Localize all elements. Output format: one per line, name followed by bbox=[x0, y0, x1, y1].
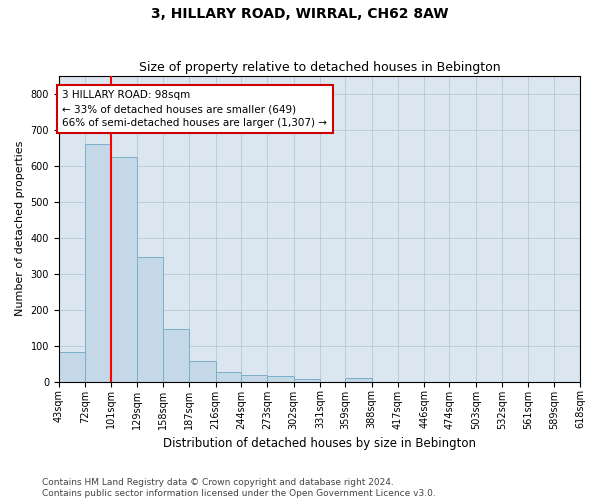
Text: 3, HILLARY ROAD, WIRRAL, CH62 8AW: 3, HILLARY ROAD, WIRRAL, CH62 8AW bbox=[151, 8, 449, 22]
Bar bbox=[85, 144, 112, 382]
Bar bbox=[190, 361, 215, 382]
Bar bbox=[137, 256, 163, 382]
Bar bbox=[215, 372, 241, 382]
Bar bbox=[241, 375, 267, 382]
Bar bbox=[112, 156, 137, 382]
Text: 3 HILLARY ROAD: 98sqm
← 33% of detached houses are smaller (649)
66% of semi-det: 3 HILLARY ROAD: 98sqm ← 33% of detached … bbox=[62, 90, 328, 128]
X-axis label: Distribution of detached houses by size in Bebington: Distribution of detached houses by size … bbox=[163, 437, 476, 450]
Bar bbox=[59, 352, 85, 382]
Bar bbox=[345, 378, 371, 382]
Title: Size of property relative to detached houses in Bebington: Size of property relative to detached ho… bbox=[139, 62, 500, 74]
Bar bbox=[293, 379, 320, 382]
Bar bbox=[267, 376, 293, 382]
Y-axis label: Number of detached properties: Number of detached properties bbox=[15, 141, 25, 316]
Text: Contains HM Land Registry data © Crown copyright and database right 2024.
Contai: Contains HM Land Registry data © Crown c… bbox=[42, 478, 436, 498]
Bar bbox=[163, 330, 190, 382]
